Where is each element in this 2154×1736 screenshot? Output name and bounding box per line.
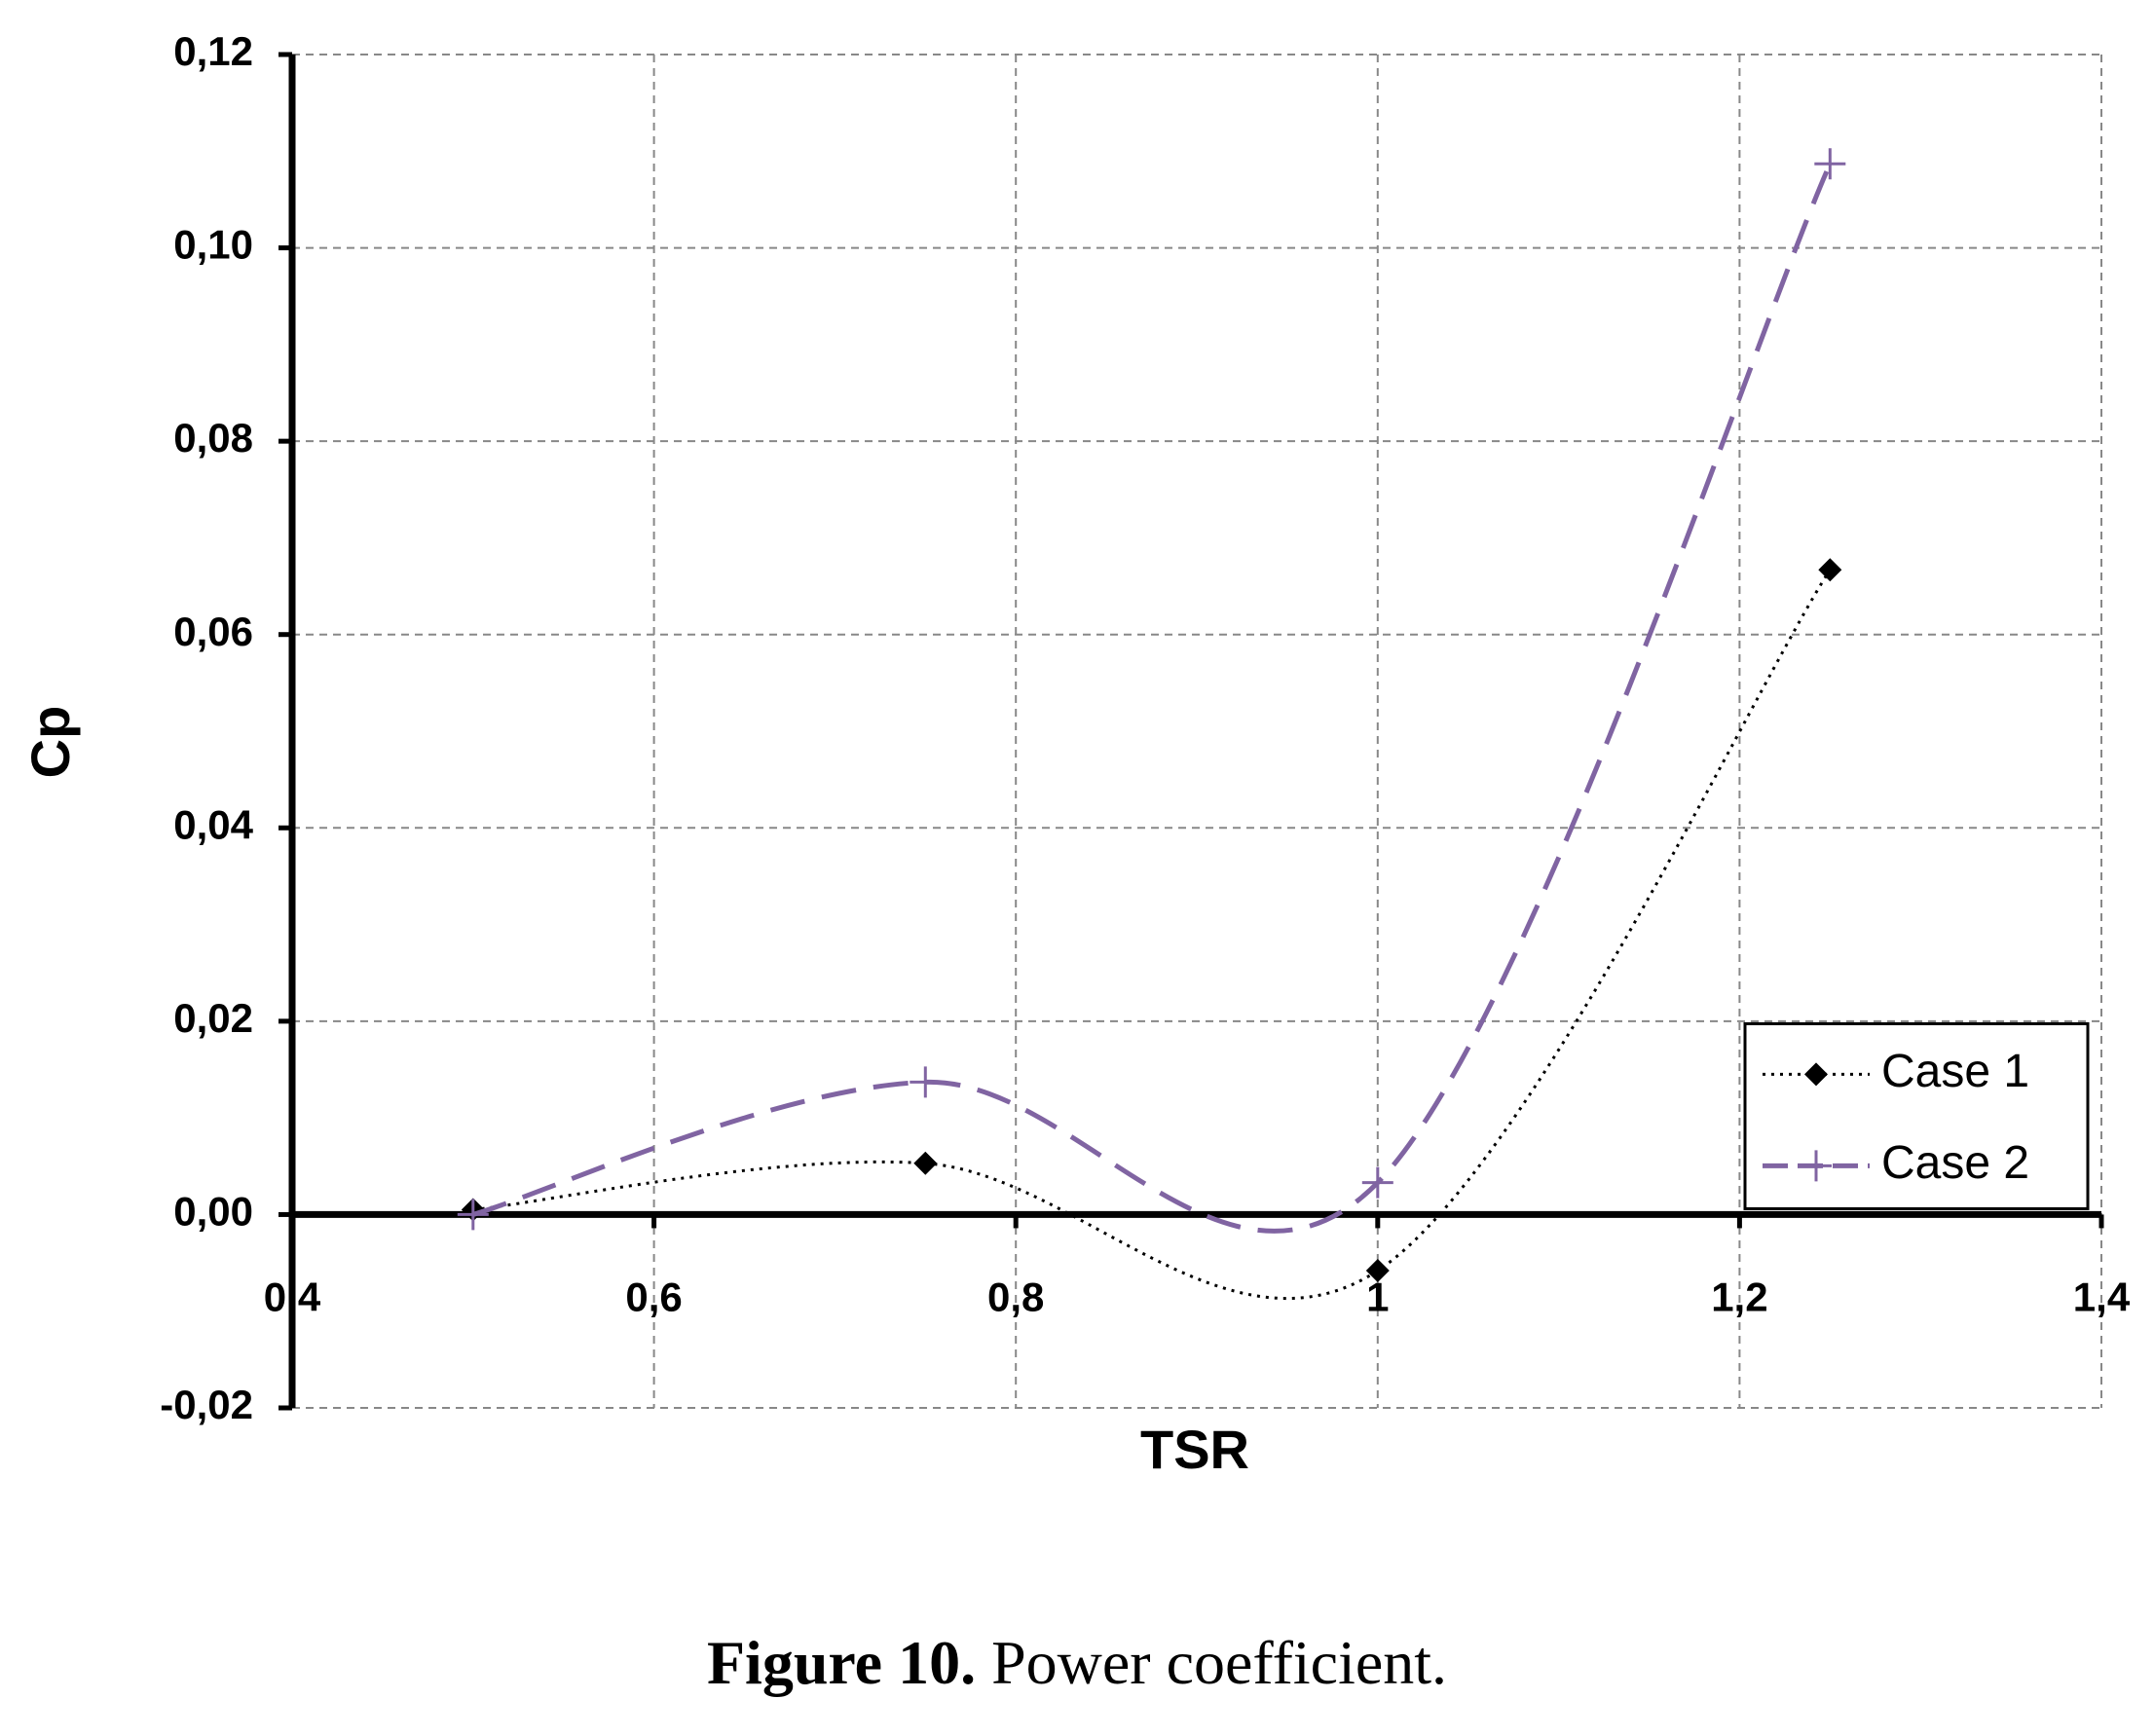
marker: [457, 1199, 489, 1231]
plot-area: [457, 148, 1846, 1301]
legend: Case 1 Case 2: [1743, 1021, 2090, 1210]
caption-label: Figure 10.: [707, 1628, 976, 1697]
y-tick-label: 0,00: [173, 1189, 253, 1235]
series-line: [472, 569, 1832, 1301]
marker: [1814, 148, 1846, 180]
y-tick-label: 0,10: [173, 222, 253, 268]
caption: Figure 10. Power coefficient.: [707, 1628, 1447, 1697]
legend-box: [1743, 1021, 2090, 1210]
x-tick-label: 0,6: [625, 1274, 682, 1320]
caption-text: Power coefficient.: [991, 1628, 1447, 1697]
y-tick-label: 0,08: [173, 415, 253, 461]
marker: [913, 1151, 938, 1175]
marker: [1361, 1166, 1393, 1199]
marker: [1365, 1259, 1390, 1283]
y-tick-label: 0,02: [173, 995, 253, 1041]
marker: [1818, 558, 1842, 582]
y-tick-label: 0,12: [173, 28, 253, 74]
marker: [910, 1066, 942, 1098]
marker: [1804, 1062, 1828, 1087]
y-axis-title: Cp: [19, 706, 81, 779]
x-tick-label: 1: [1366, 1274, 1389, 1320]
x-tick-label: 1,4: [2073, 1274, 2131, 1320]
marker: [1801, 1150, 1832, 1182]
legend-label: Case 2: [1881, 1137, 2029, 1189]
x-tick-label: 1,2: [1711, 1274, 1767, 1320]
x-axis-title: TSR: [1140, 1419, 1249, 1480]
y-tick-label: 0,06: [173, 609, 253, 654]
x-tick-label: 0,8: [987, 1274, 1044, 1320]
axes: -0,020,000,020,040,060,080,100,120,40,60…: [160, 28, 2131, 1427]
legend-label: Case 1: [1881, 1046, 2029, 1097]
y-tick-label: 0,04: [173, 801, 253, 847]
series-line: [472, 163, 1833, 1234]
y-tick-label: -0,02: [160, 1382, 253, 1427]
